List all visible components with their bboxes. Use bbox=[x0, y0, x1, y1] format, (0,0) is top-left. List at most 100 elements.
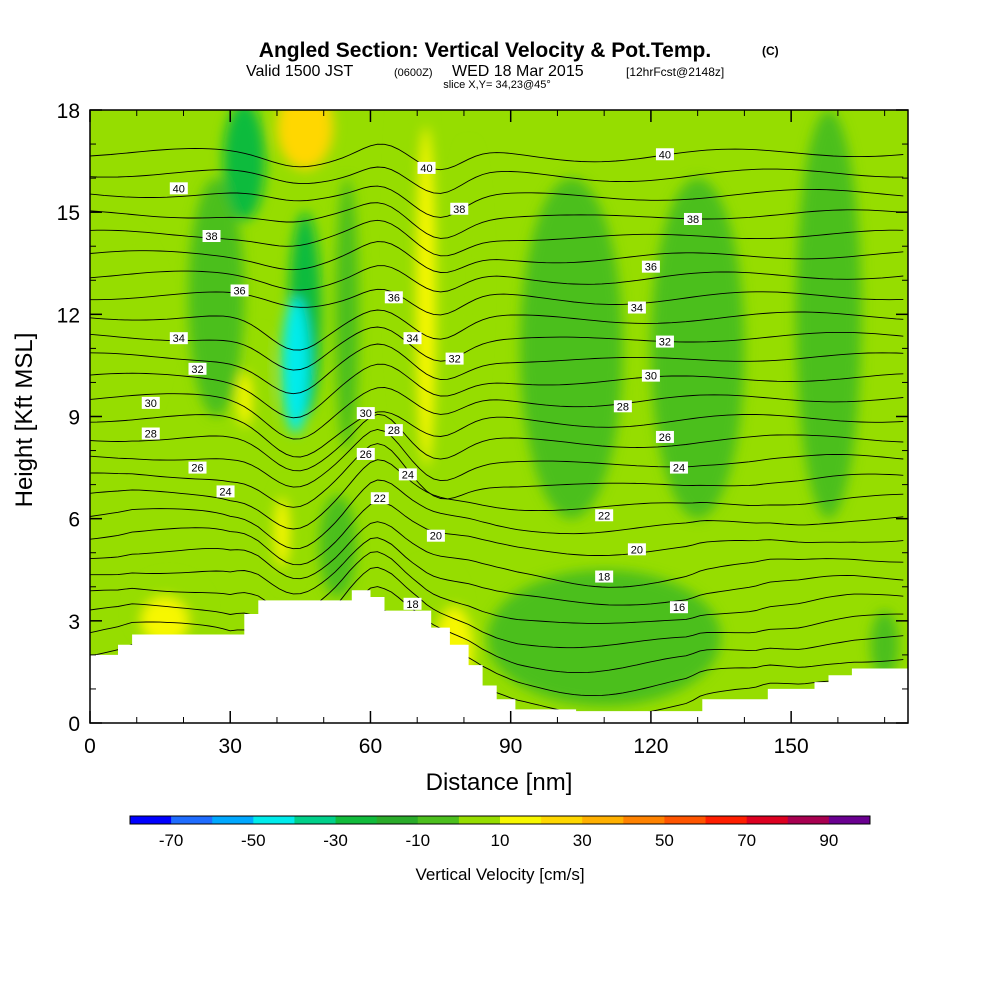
contour-label: 22 bbox=[370, 492, 389, 505]
contour-label-text: 30 bbox=[360, 408, 372, 420]
theta-isoline bbox=[90, 363, 904, 419]
contour-label: 26 bbox=[356, 447, 375, 461]
x-tick-label: 150 bbox=[774, 735, 809, 758]
contour-label: 38 bbox=[683, 212, 702, 226]
contour-label-text: 28 bbox=[617, 401, 629, 413]
contour-label-text: 24 bbox=[402, 469, 414, 481]
colorbar-swatch bbox=[171, 816, 213, 824]
y-axis-label: Height [Kft MSL] bbox=[11, 333, 38, 508]
theta-isoline bbox=[90, 143, 904, 171]
colorbar-swatch bbox=[458, 816, 501, 824]
contour-label-text: 30 bbox=[645, 371, 657, 383]
contour-label: 34 bbox=[403, 332, 422, 345]
theta-contours bbox=[90, 143, 904, 723]
colorbar-swatch bbox=[212, 816, 254, 824]
colorbar-swatch bbox=[705, 816, 748, 824]
contour-label: 20 bbox=[426, 529, 445, 543]
contour-label-text: 36 bbox=[233, 285, 245, 297]
y-tick-label: 18 bbox=[57, 100, 80, 123]
contour-label: 38 bbox=[202, 230, 221, 243]
contour-label: 32 bbox=[188, 362, 207, 376]
colorbar-label: Vertical Velocity [cm/s] bbox=[415, 865, 584, 884]
colorbar-swatch bbox=[582, 816, 624, 824]
subtitle-forecast: [12hrFcst@2148z] bbox=[626, 65, 724, 79]
contour-label-text: 26 bbox=[659, 432, 671, 444]
y-tick-label: 3 bbox=[68, 611, 80, 634]
colorbar-swatch bbox=[500, 816, 542, 824]
theta-isoline bbox=[90, 479, 904, 550]
plot-area: 40 38 36 34 32 30 28 26 24 40 38 36 34 32 30 28 26 24 22 20… bbox=[90, 110, 908, 723]
velocity-region bbox=[335, 178, 359, 451]
x-axis-label: Distance [nm] bbox=[426, 769, 573, 796]
contour-label-text: 32 bbox=[448, 354, 460, 366]
velocity-region bbox=[281, 297, 310, 434]
y-tick-label: 0 bbox=[68, 713, 80, 736]
contour-label-text: 28 bbox=[388, 425, 400, 437]
contour-label-text: 38 bbox=[687, 214, 699, 226]
theta-isoline bbox=[90, 185, 904, 218]
contour-label: 40 bbox=[417, 161, 436, 175]
subtitle-date: WED 18 Mar 2015 bbox=[452, 63, 584, 80]
colorbar-swatch bbox=[376, 816, 419, 824]
velocity-region bbox=[650, 178, 745, 519]
contour-label-text: 24 bbox=[219, 486, 231, 498]
velocity-region bbox=[795, 110, 862, 519]
contour-label: 38 bbox=[450, 202, 469, 216]
contour-label: 30 bbox=[141, 396, 160, 410]
contour-label-text: 26 bbox=[360, 449, 372, 461]
velocity-region bbox=[417, 127, 436, 468]
colorbar-tick-label: 10 bbox=[491, 831, 510, 850]
contour-label: 36 bbox=[641, 260, 660, 274]
contour-label-text: 18 bbox=[406, 599, 418, 611]
theta-isoline bbox=[90, 521, 904, 588]
contour-label-text: 38 bbox=[205, 231, 217, 243]
colorbar-tick-label: -30 bbox=[323, 831, 348, 850]
y-tick-label: 15 bbox=[57, 202, 80, 225]
contour-label-text: 38 bbox=[453, 204, 465, 216]
contour-label-text: 30 bbox=[145, 398, 157, 410]
theta-isoline bbox=[90, 551, 904, 624]
contour-label: 34 bbox=[627, 301, 646, 315]
velocity-region bbox=[520, 178, 623, 519]
contour-label: 28 bbox=[384, 424, 403, 437]
contour-label-text: 36 bbox=[645, 262, 657, 274]
theta-isoline bbox=[90, 429, 904, 488]
contour-label: 28 bbox=[141, 427, 160, 441]
contour-label-text: 32 bbox=[659, 337, 671, 349]
colorbar-swatch bbox=[130, 816, 172, 824]
contour-label: 22 bbox=[595, 509, 614, 522]
theta-isoline bbox=[90, 387, 904, 440]
velocity-region bbox=[246, 331, 270, 434]
contour-label: 36 bbox=[384, 291, 403, 304]
velocity-region bbox=[274, 498, 289, 567]
theta-isoline bbox=[90, 219, 904, 257]
contour-label-text: 40 bbox=[173, 183, 185, 195]
contour-label-text: 34 bbox=[406, 333, 418, 345]
colorbar-swatch bbox=[253, 816, 295, 824]
contour-label-text: 24 bbox=[673, 463, 685, 475]
contour-label: 26 bbox=[188, 461, 207, 475]
contour-label: 32 bbox=[655, 335, 674, 349]
theta-isoline bbox=[90, 288, 904, 316]
x-tick-label: 30 bbox=[219, 735, 242, 758]
x-axis: 0 30 60 90 120 150 bbox=[84, 110, 886, 758]
contour-label: 26 bbox=[655, 430, 674, 444]
contour-label-text: 18 bbox=[598, 572, 610, 584]
velocity-region bbox=[276, 110, 334, 170]
subtitle-valid: Valid 1500 JST bbox=[246, 63, 354, 80]
contour-label-text: 16 bbox=[673, 602, 685, 614]
colorbar-swatch bbox=[828, 816, 871, 824]
theta-isoline bbox=[90, 586, 904, 674]
contour-label: 16 bbox=[669, 601, 688, 614]
colorbar-tick-label: -10 bbox=[405, 831, 430, 850]
contour-label-text: 34 bbox=[173, 333, 185, 345]
contour-label-text: 40 bbox=[659, 149, 671, 161]
contour-label: 30 bbox=[356, 407, 375, 420]
title-unit: (C) bbox=[762, 44, 779, 58]
x-tick-label: 90 bbox=[499, 735, 522, 758]
colorbar-swatch bbox=[664, 816, 707, 824]
contour-label-text: 40 bbox=[420, 163, 432, 175]
contour-label: 24 bbox=[398, 468, 417, 481]
